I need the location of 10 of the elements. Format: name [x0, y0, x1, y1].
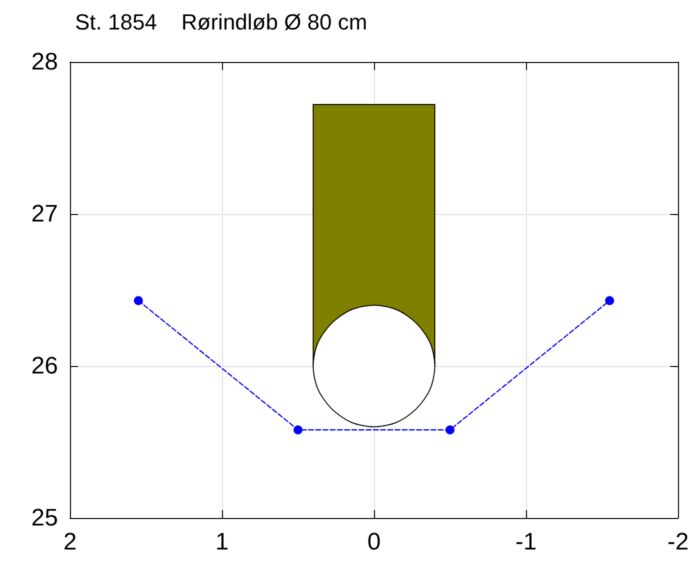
- y-tick-label: 27: [31, 200, 58, 228]
- x-tick-label: -2: [667, 528, 689, 556]
- x-tick-label: -1: [515, 528, 537, 556]
- x-tick-label: 1: [215, 528, 229, 556]
- x-tick-label: 2: [63, 528, 77, 556]
- x-tick-label: 0: [367, 528, 381, 556]
- y-tick-label: 25: [31, 504, 58, 532]
- y-tick-label: 28: [31, 48, 58, 76]
- chart-title: St. 1854 Rørindløb Ø 80 cm: [75, 10, 368, 34]
- y-tick-label: 26: [31, 352, 58, 380]
